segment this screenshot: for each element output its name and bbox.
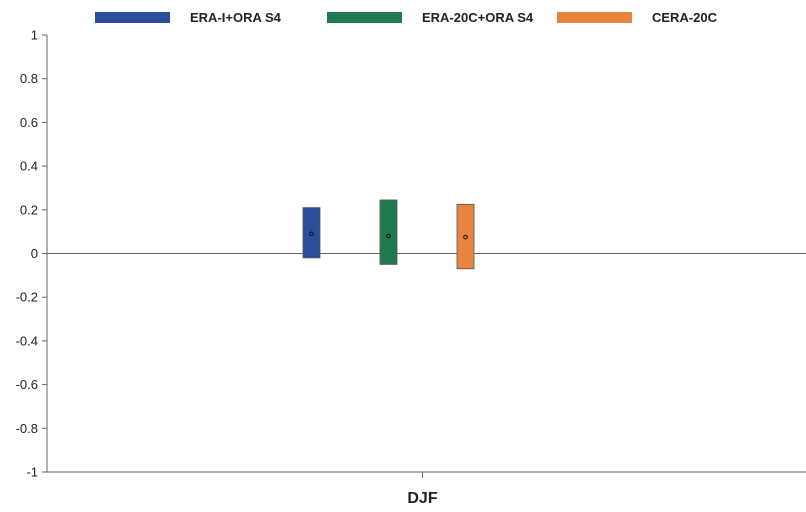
legend-label: CERA-20C [652,10,718,25]
x-categories: DJF [407,472,438,507]
y-tick-label: -0.8 [16,421,38,436]
y-tick-label: -0.2 [16,290,38,305]
y-tick-label: -1 [26,465,38,480]
y-tick-label: 0 [31,246,38,261]
y-tick-label: 0.4 [20,159,38,174]
legend: ERA-I+ORA S4 ERA-20C+ORA S4 CERA-20C [95,10,718,25]
legend-swatch [557,12,632,23]
y-tick-label: 0.8 [20,71,38,86]
legend-label: ERA-20C+ORA S4 [422,10,534,25]
legend-swatch [327,12,402,23]
center-marker [386,233,391,239]
series-boxes [302,199,475,270]
legend-swatch [95,12,170,23]
y-tick-label: 0.6 [20,115,38,130]
y-tick-label: -0.4 [16,333,38,348]
y-tick-label: 0.2 [20,202,38,217]
y-tick-label: 1 [31,28,38,43]
center-marker [463,234,468,240]
range-box [302,207,321,259]
center-marker [309,231,314,237]
range-box [379,199,398,265]
y-tick-label: -0.6 [16,377,38,392]
y-ticks: 1 0.8 0.6 0.4 0.2 0 -0.2 -0.4 -0.6 -0.8 -1 [16,28,47,480]
legend-label: ERA-I+ORA S4 [190,10,282,25]
x-category-label: DJF [407,490,437,507]
range-box [456,203,475,270]
